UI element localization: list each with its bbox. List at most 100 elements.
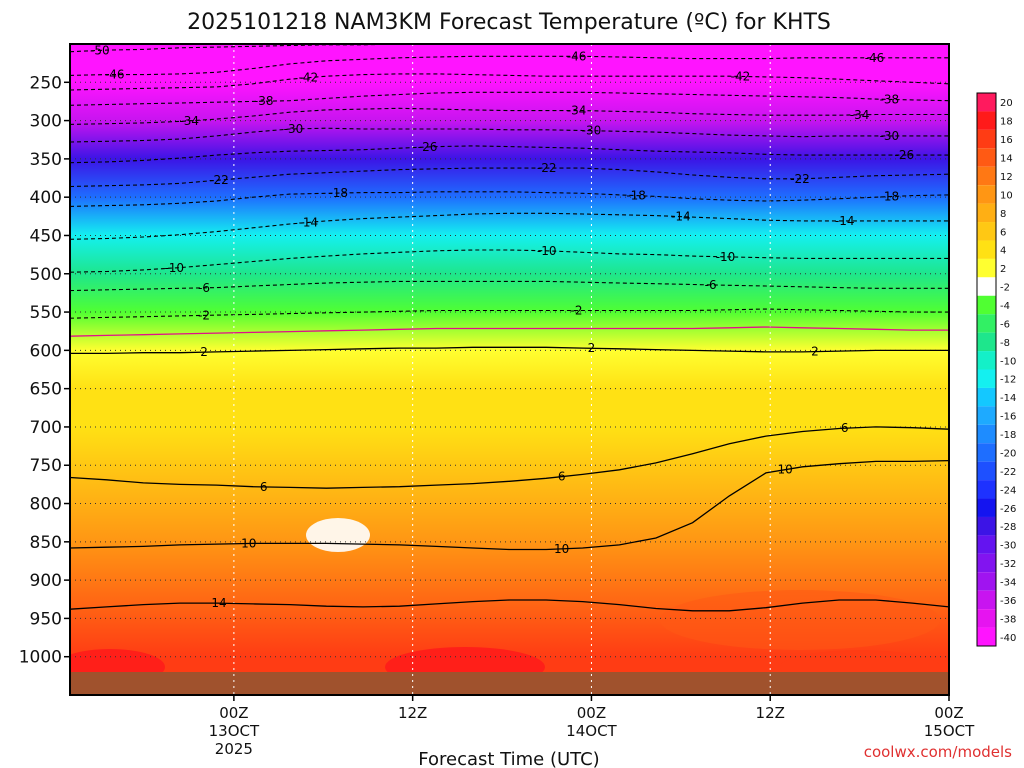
y-tick-label-750: 750 — [30, 456, 62, 476]
isotherm-label--34: -34 — [850, 108, 870, 122]
plot-frame — [69, 43, 950, 696]
colorbar-label-8: 8 — [1000, 209, 1006, 220]
colorbar-swatch-18 — [977, 111, 996, 130]
colorbar-swatch--14 — [977, 387, 996, 407]
isotherm-label--38: -38 — [254, 94, 274, 108]
isotherm-label--6: -6 — [705, 278, 717, 292]
colorbar-label--40: -40 — [1000, 633, 1016, 644]
colorbar-label-12: 12 — [1000, 172, 1013, 183]
colorbar-swatch--12 — [977, 369, 996, 388]
isotherm-label-6: 6 — [260, 480, 268, 494]
y-tick-label-850: 850 — [30, 533, 62, 553]
colorbar-swatch--6 — [977, 314, 996, 333]
colorbar-swatch--40 — [977, 627, 996, 646]
colorbar-swatch--36 — [977, 590, 996, 610]
y-tick-label-500: 500 — [30, 265, 62, 285]
colorbar-swatch-12 — [977, 166, 996, 186]
x-tick-label-2: 00Z — [577, 704, 606, 722]
colorbar-label--8: -8 — [1000, 338, 1010, 349]
isotherm-label--26: -26 — [418, 140, 438, 154]
colorbar-label-16: 16 — [1000, 135, 1013, 146]
colorbar-swatch--26 — [977, 498, 996, 517]
isotherm-label--46: -46 — [865, 51, 885, 65]
colorbar-swatch-16 — [977, 129, 996, 149]
isotherm-label--22: -22 — [790, 172, 810, 186]
y-tick-label-950: 950 — [30, 609, 62, 629]
isotherm-label--26: -26 — [895, 148, 915, 162]
isotherm-label--10: -10 — [716, 250, 736, 264]
isotherm-label--42: -42 — [299, 71, 319, 85]
x-tick-label-4: 00Z — [934, 704, 963, 722]
isotherm-10 — [70, 459, 949, 551]
y-tick-label-600: 600 — [30, 341, 62, 361]
isotherm-label--50: -50 — [90, 43, 110, 57]
freezing-level-line — [70, 326, 949, 337]
colorbar-swatch-6 — [977, 222, 996, 241]
colorbar-label--12: -12 — [1000, 375, 1016, 386]
isotherm-label--18: -18 — [626, 189, 646, 203]
colorbar-label--14: -14 — [1000, 393, 1016, 404]
isotherm-label--46: -46 — [105, 68, 125, 82]
colorbar-label--2: -2 — [1000, 283, 1010, 294]
cool-pocket-700 — [306, 518, 370, 552]
colorbar-label-14: 14 — [1000, 154, 1013, 165]
x-tick-label-1: 12Z — [398, 704, 427, 722]
isotherm-6 — [70, 426, 949, 489]
colorbar-swatch--38 — [977, 609, 996, 628]
warm-region-4 — [660, 590, 940, 650]
colorbar-swatch--4 — [977, 295, 996, 315]
x-axis-label: Forecast Time (UTC) — [418, 749, 599, 768]
colorbar-label--26: -26 — [1000, 504, 1016, 515]
colorbar-label--18: -18 — [1000, 430, 1016, 441]
source-credit: coolwx.com/models — [864, 743, 1012, 761]
y-tick-label-350: 350 — [30, 150, 62, 170]
y-tick-label-650: 650 — [30, 380, 62, 400]
isotherm-label-10: 10 — [241, 536, 256, 550]
colorbar-label--22: -22 — [1000, 467, 1016, 478]
temperature-field — [70, 44, 949, 695]
isotherm-label--2: -2 — [198, 308, 210, 322]
isotherm-label--30: -30 — [284, 122, 304, 136]
below-ground-fill — [70, 672, 949, 695]
colorbar: 20 18 16 14 12 10 8 6 4 2 -2 -4 -6 -8 -10 -12 -14 -16 -18 -… — [976, 92, 1016, 647]
colorbar-label--32: -32 — [1000, 559, 1016, 570]
colorbar-swatch--30 — [977, 535, 996, 554]
colorbar-label-6: 6 — [1000, 227, 1006, 238]
isotherm-label-2: 2 — [811, 345, 819, 359]
colorbar-label--16: -16 — [1000, 412, 1016, 423]
colorbar-swatch-4 — [977, 240, 996, 259]
colorbar-label--38: -38 — [1000, 614, 1016, 625]
isotherm-label--10: -10 — [164, 261, 184, 275]
grid-lines — [70, 44, 949, 695]
colorbar-swatch-2 — [977, 258, 996, 278]
x-tick-date-0: 13OCT — [209, 722, 260, 740]
colorbar-swatch--22 — [977, 461, 996, 481]
isotherm-label--18: -18 — [880, 190, 900, 204]
colorbar-swatch-14 — [977, 148, 996, 167]
colorbar-label--28: -28 — [1000, 522, 1016, 533]
isotherm-label--14: -14 — [299, 215, 319, 229]
colorbar-swatch--8 — [977, 332, 996, 352]
x-tick-label-3: 12Z — [756, 704, 785, 722]
isotherm-label-10: 10 — [777, 463, 792, 477]
y-tick-label-450: 450 — [30, 226, 62, 246]
isotherm-label--34: -34 — [567, 104, 587, 118]
y-tick-label-250: 250 — [30, 73, 62, 93]
isotherm-label--2: -2 — [571, 304, 583, 318]
isotherm-label--10: -10 — [537, 244, 557, 258]
isotherm-label-2: 2 — [588, 341, 596, 355]
colorbar-label--4: -4 — [1000, 301, 1010, 312]
colorbar-swatch--10 — [977, 351, 996, 370]
isotherm-label--22: -22 — [537, 161, 557, 175]
isotherm-2 — [70, 346, 949, 355]
y-tick-label-700: 700 — [30, 418, 62, 438]
colorbar-label-10: 10 — [1000, 190, 1013, 201]
isotherm-14 — [70, 599, 949, 612]
colorbar-label-2: 2 — [1000, 264, 1006, 275]
isotherm-label--14: -14 — [835, 214, 855, 228]
colorbar-label-18: 18 — [1000, 117, 1013, 128]
colorbar-swatch--20 — [977, 443, 996, 462]
colorbar-label--36: -36 — [1000, 596, 1016, 607]
colorbar-label--24: -24 — [1000, 485, 1016, 496]
isotherm-label-6: 6 — [841, 421, 849, 435]
